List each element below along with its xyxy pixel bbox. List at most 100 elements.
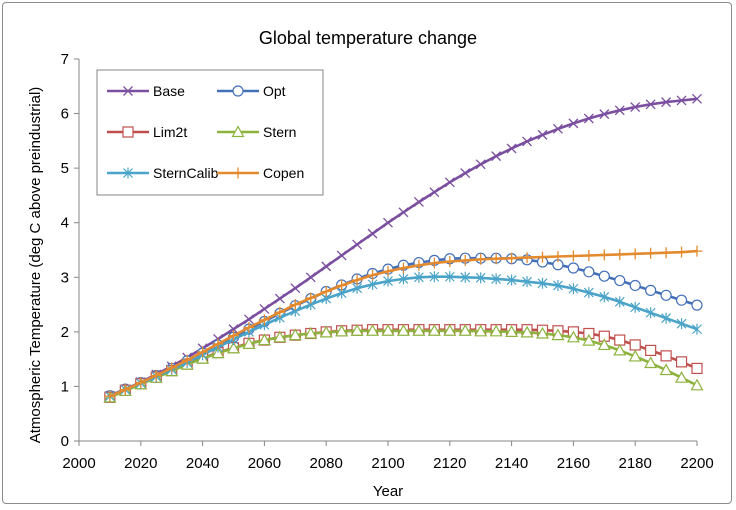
axes: 0 1 2 3 4 5 6 7 2000 2020 2040 2060 2080 2100 2120 2140… — [61, 51, 714, 472]
data-point-copen — [475, 253, 487, 265]
legend-marker-lim2t — [122, 126, 134, 138]
data-point-base — [243, 314, 254, 325]
data-point-base — [321, 261, 332, 272]
data-point-sterncalib — [599, 291, 610, 303]
series-stern — [103, 324, 704, 403]
data-point-base — [583, 113, 594, 124]
data-point-copen — [444, 255, 456, 267]
data-point-copen — [660, 247, 672, 259]
data-point-copen — [119, 384, 131, 396]
legend-marker-base — [123, 86, 133, 96]
legend: Base Opt Lim2t Stern SternCalib Copen — [96, 69, 324, 196]
data-point-opt — [675, 294, 688, 306]
data-point-sterncalib — [661, 312, 672, 324]
data-point-base — [367, 228, 378, 239]
data-point-opt — [567, 262, 580, 274]
data-point-sterncalib — [522, 276, 532, 288]
y-tick-label: 7 — [61, 51, 69, 68]
data-point-base — [537, 129, 548, 140]
x-axis-title: Year — [373, 483, 403, 500]
data-point-copen — [258, 314, 270, 326]
y-tick-label: 4 — [61, 215, 69, 232]
data-point-base — [305, 272, 316, 283]
data-point-stern — [474, 324, 488, 337]
data-point-copen — [320, 285, 332, 297]
y-tick-label: 1 — [61, 378, 69, 395]
data-point-copen — [676, 246, 688, 258]
data-point-base — [352, 239, 363, 250]
data-point-stern — [304, 326, 318, 339]
data-point-copen — [181, 354, 193, 366]
data-point-base — [661, 97, 672, 108]
x-tick-label: 2080 — [310, 455, 343, 472]
data-point-stern — [613, 343, 627, 356]
data-point-sterncalib — [429, 271, 440, 283]
legend-entry-opt: Opt — [217, 83, 286, 99]
data-point-stern — [675, 370, 689, 383]
data-point-copen — [382, 265, 394, 277]
data-point-sterncalib — [491, 273, 502, 285]
legend-label-opt: Opt — [263, 83, 286, 99]
data-point-copen — [521, 252, 533, 264]
data-point-copen — [397, 262, 409, 274]
data-point-base — [444, 177, 455, 188]
data-point-stern — [458, 324, 472, 336]
x-tick-label: 2120 — [433, 455, 466, 472]
data-point-sterncalib — [676, 318, 687, 330]
data-point-stern — [211, 346, 225, 359]
data-point-stern — [381, 324, 395, 336]
data-point-copen — [645, 247, 657, 259]
data-point-stern — [319, 325, 333, 338]
x-tick-label: 2040 — [186, 455, 219, 472]
legend-entry-copen: Copen — [217, 165, 304, 181]
data-point-lim2t — [645, 344, 657, 357]
data-point-base — [645, 99, 656, 110]
data-point-copen — [289, 299, 301, 311]
data-point-copen — [614, 248, 626, 260]
data-point-base — [676, 95, 687, 106]
data-point-stern — [505, 325, 519, 337]
data-point-stern — [350, 324, 364, 336]
data-point-base — [383, 217, 393, 228]
data-point-base — [568, 118, 579, 129]
legend-label-lim2t: Lim2t — [153, 124, 187, 140]
data-point-base — [398, 207, 409, 218]
data-point-copen — [459, 254, 471, 266]
data-point-stern — [427, 324, 441, 336]
data-point-opt — [660, 289, 672, 301]
data-point-copen — [537, 251, 548, 263]
data-point-stern — [412, 324, 426, 336]
data-point-copen — [166, 362, 178, 374]
data-point-copen — [197, 346, 209, 358]
data-point-sterncalib — [460, 271, 471, 283]
data-point-copen — [351, 274, 363, 286]
data-point-lim2t — [660, 350, 672, 362]
data-point-lim2t — [629, 339, 641, 351]
series-sterncalib — [104, 271, 702, 402]
y-tick-label: 2 — [61, 324, 69, 341]
data-point-copen — [212, 338, 224, 350]
data-point-copen — [490, 253, 502, 265]
data-point-stern — [335, 324, 349, 337]
y-tick-label: 5 — [61, 160, 69, 177]
x-tick-label: 2000 — [62, 455, 95, 472]
data-point-sterncalib — [367, 278, 378, 290]
data-point-copen — [428, 257, 440, 269]
legend-label-base: Base — [153, 83, 185, 99]
data-point-opt — [583, 266, 595, 278]
data-point-copen — [629, 248, 641, 260]
data-point-lim2t — [675, 356, 688, 368]
data-point-opt — [598, 270, 610, 282]
legend-marker-sterncalib — [123, 167, 133, 179]
series-lim2t — [104, 324, 703, 403]
x-tick-label: 2160 — [557, 455, 590, 472]
data-point-sterncalib — [398, 273, 409, 285]
data-point-base — [552, 123, 563, 134]
data-point-sterncalib — [692, 323, 702, 335]
y-tick-label: 6 — [61, 106, 69, 123]
data-point-copen — [552, 251, 564, 263]
data-point-stern — [242, 337, 256, 349]
legend-entry-sterncalib: SternCalib — [107, 165, 219, 181]
data-point-base — [429, 187, 440, 198]
data-point-sterncalib — [383, 275, 393, 287]
